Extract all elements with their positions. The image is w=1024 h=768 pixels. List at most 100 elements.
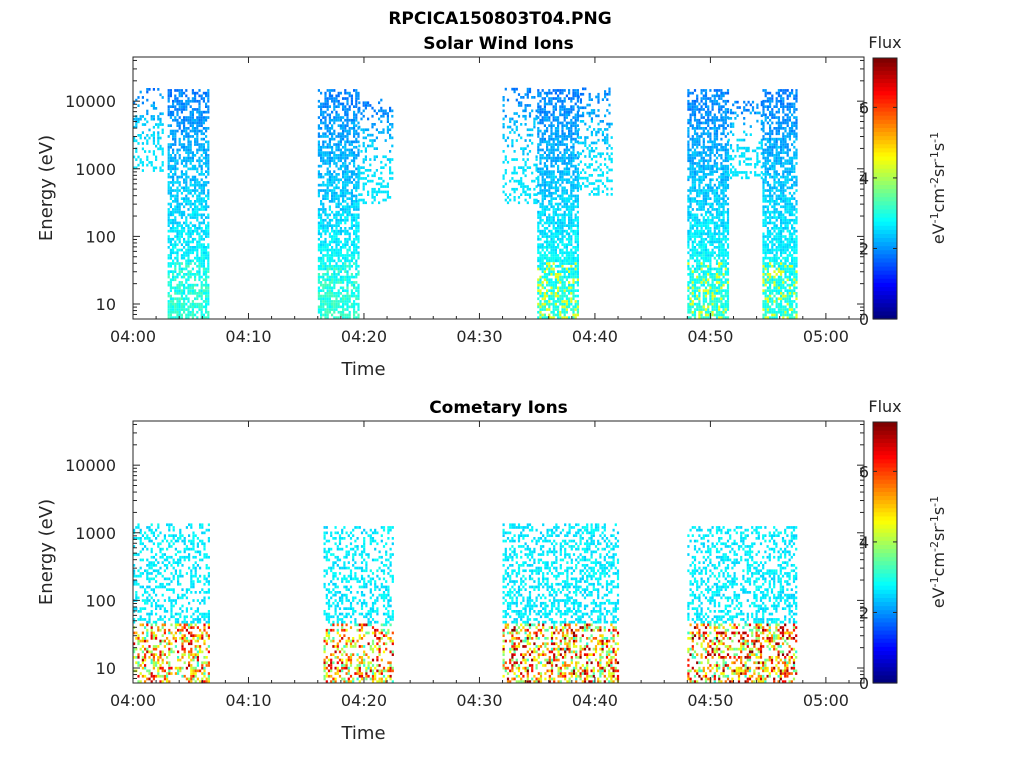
heatmap-cell bbox=[718, 124, 721, 127]
heatmap-cell bbox=[718, 305, 721, 309]
heatmap-cell bbox=[342, 151, 345, 154]
heatmap-cell bbox=[543, 262, 546, 265]
heatmap-cell bbox=[328, 308, 331, 311]
heatmap-cell bbox=[358, 171, 361, 175]
heatmap-cell bbox=[375, 136, 378, 140]
heatmap-cell bbox=[543, 275, 546, 279]
heatmap-cell bbox=[726, 316, 730, 319]
heatmap-cell bbox=[189, 289, 192, 292]
heatmap-cell bbox=[711, 308, 714, 311]
heatmap-cell bbox=[357, 283, 360, 287]
heatmap-cell bbox=[169, 302, 172, 306]
heatmap-cell bbox=[693, 246, 697, 249]
heatmap-cell bbox=[702, 200, 705, 203]
heatmap-cell bbox=[339, 251, 342, 255]
heatmap-cell bbox=[711, 189, 714, 192]
heatmap-cell bbox=[348, 108, 351, 111]
heatmap-cell bbox=[593, 168, 596, 172]
heatmap-cell bbox=[333, 286, 336, 290]
heatmap-cell bbox=[698, 102, 701, 106]
heatmap-cell bbox=[539, 210, 542, 214]
heatmap-cell bbox=[715, 94, 719, 98]
heatmap-cell bbox=[535, 169, 538, 172]
heatmap-cell bbox=[198, 94, 201, 98]
heatmap-cell bbox=[333, 229, 336, 233]
heatmap-cell bbox=[180, 232, 183, 236]
heatmap-cell bbox=[331, 118, 334, 122]
heatmap-cell bbox=[346, 170, 349, 173]
heatmap-cell bbox=[205, 297, 208, 301]
heatmap-cell bbox=[691, 240, 694, 244]
heatmap-cell bbox=[187, 200, 190, 203]
heatmap-cell bbox=[715, 221, 719, 225]
heatmap-cell bbox=[200, 94, 203, 98]
heatmap-cell bbox=[198, 191, 201, 195]
heatmap-cell bbox=[537, 302, 540, 306]
heatmap-cell bbox=[326, 216, 329, 219]
heatmap-cell bbox=[155, 166, 158, 170]
heatmap-cell bbox=[722, 213, 725, 217]
heatmap-cell bbox=[537, 237, 540, 241]
heatmap-cell bbox=[344, 140, 347, 144]
heatmap-cell bbox=[205, 283, 208, 287]
heatmap-cell bbox=[541, 140, 544, 144]
heatmap-cell bbox=[324, 145, 327, 149]
heatmap-cell bbox=[711, 300, 714, 303]
heatmap-cell bbox=[172, 105, 175, 108]
heatmap-cell bbox=[711, 275, 714, 279]
heatmap-cell bbox=[174, 262, 177, 265]
heatmap-cell bbox=[342, 300, 345, 303]
heatmap-cell bbox=[576, 156, 579, 160]
heatmap-cell bbox=[715, 127, 719, 130]
heatmap-cell bbox=[174, 216, 177, 219]
heatmap-cell bbox=[687, 99, 690, 103]
heatmap-cell bbox=[187, 310, 190, 314]
heatmap-cell bbox=[693, 118, 697, 122]
heatmap-cell bbox=[539, 189, 542, 192]
heatmap-cell bbox=[189, 167, 192, 171]
heatmap-cell bbox=[720, 289, 723, 292]
heatmap-cell bbox=[346, 118, 349, 122]
heatmap-cell bbox=[178, 137, 181, 141]
heatmap-cell bbox=[722, 167, 725, 171]
heatmap-cell bbox=[159, 123, 162, 126]
heatmap-cell bbox=[704, 275, 708, 279]
heatmap-cell bbox=[344, 178, 347, 182]
heatmap-cell bbox=[711, 99, 714, 103]
heatmap-cell bbox=[355, 264, 358, 268]
heatmap-cell bbox=[693, 302, 697, 306]
heatmap-cell bbox=[689, 310, 692, 314]
heatmap-cell bbox=[610, 160, 613, 164]
heatmap-cell bbox=[610, 122, 613, 126]
heatmap-cell bbox=[167, 202, 170, 206]
heatmap-cell bbox=[146, 109, 149, 113]
heatmap-cell bbox=[189, 275, 192, 279]
heatmap-cell bbox=[174, 310, 177, 314]
heatmap-cell bbox=[342, 97, 345, 100]
heatmap-cell bbox=[572, 200, 575, 203]
heatmap-cell bbox=[322, 140, 325, 144]
heatmap-cell bbox=[704, 191, 708, 195]
heatmap-cell bbox=[337, 197, 340, 200]
heatmap-cell bbox=[342, 254, 345, 257]
heatmap-cell bbox=[574, 183, 577, 187]
heatmap-cell bbox=[590, 141, 593, 145]
heatmap-cell bbox=[711, 237, 714, 241]
heatmap-cell bbox=[711, 127, 714, 130]
heatmap-cell bbox=[552, 156, 555, 160]
heatmap-cell bbox=[202, 305, 205, 309]
heatmap-cell bbox=[328, 254, 331, 257]
heatmap-cell bbox=[572, 316, 575, 319]
heatmap-cell bbox=[539, 118, 542, 122]
heatmap-cell bbox=[355, 235, 358, 238]
heatmap-cell bbox=[722, 256, 725, 260]
heatmap-cell bbox=[355, 267, 358, 271]
heatmap-cell bbox=[539, 216, 542, 219]
heatmap-cell bbox=[576, 124, 579, 127]
heatmap-cell bbox=[724, 156, 727, 160]
heatmap-cell bbox=[172, 99, 175, 103]
heatmap-cell bbox=[698, 202, 701, 206]
heatmap-cell bbox=[207, 99, 210, 103]
heatmap-cell bbox=[346, 154, 349, 157]
heatmap-cell bbox=[333, 121, 336, 125]
